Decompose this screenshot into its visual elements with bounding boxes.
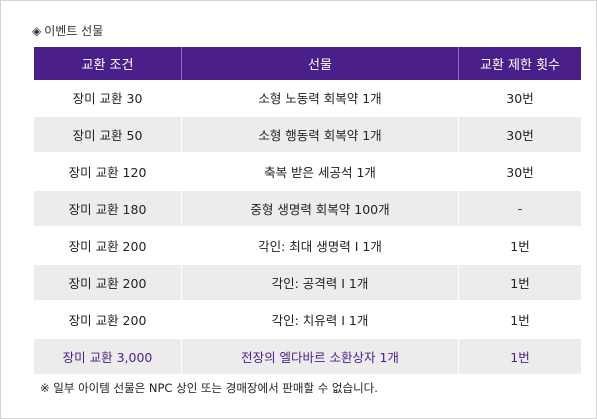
diamond-icon: ◈ xyxy=(32,23,42,38)
cell-condition: 장미 교환 180 xyxy=(34,191,182,228)
cell-limit: 30번 xyxy=(459,80,581,117)
cell-reward: 각인: 최대 생명력 Ⅰ 1개 xyxy=(182,228,459,265)
cell-limit: 1번 xyxy=(459,339,581,376)
cell-reward: 소형 행동력 회복약 1개 xyxy=(182,117,459,154)
cell-reward: 각인: 공격력 Ⅰ 1개 xyxy=(182,265,459,302)
cell-reward: 중형 생명력 회복약 100개 xyxy=(182,191,459,228)
section-title: ◈ 이벤트 선물 xyxy=(32,22,103,39)
table-row: 장미 교환 200 각인: 공격력 Ⅰ 1개 1번 xyxy=(34,265,581,302)
cell-limit: 1번 xyxy=(459,228,581,265)
cell-reward: 각인: 치유력 Ⅰ 1개 xyxy=(182,302,459,339)
table-row: 장미 교환 120 축복 받은 세공석 1개 30번 xyxy=(34,154,581,191)
header-exchange-condition: 교환 조건 xyxy=(34,47,182,80)
cell-reward: 소형 노동력 회복약 1개 xyxy=(182,80,459,117)
header-reward: 선물 xyxy=(182,47,459,80)
table-row: 장미 교환 200 각인: 최대 생명력 Ⅰ 1개 1번 xyxy=(34,228,581,265)
table-row: 장미 교환 50 소형 행동력 회복약 1개 30번 xyxy=(34,117,581,154)
cell-reward: 축복 받은 세공석 1개 xyxy=(182,154,459,191)
table-row: 장미 교환 180 중형 생명력 회복약 100개 - xyxy=(34,191,581,228)
reward-table: 교환 조건 선물 교환 제한 횟수 장미 교환 30 소형 노동력 회복약 1개… xyxy=(34,47,581,376)
cell-condition: 장미 교환 50 xyxy=(34,117,182,154)
cell-condition: 장미 교환 3,000 xyxy=(34,339,182,376)
cell-condition: 장미 교환 200 xyxy=(34,228,182,265)
cell-limit: - xyxy=(459,191,581,228)
cell-condition: 장미 교환 120 xyxy=(34,154,182,191)
header-exchange-limit: 교환 제한 횟수 xyxy=(459,47,581,80)
table-header-row: 교환 조건 선물 교환 제한 횟수 xyxy=(34,47,581,80)
section-title-label: 이벤트 선물 xyxy=(44,24,104,38)
cell-limit: 30번 xyxy=(459,154,581,191)
cell-limit: 30번 xyxy=(459,117,581,154)
footnote: ※ 일부 아이템 선물은 NPC 상인 또는 경매장에서 판매할 수 없습니다. xyxy=(40,381,378,395)
cell-reward: 전장의 엘다바르 소환상자 1개 xyxy=(182,339,459,376)
table-row: 장미 교환 200 각인: 치유력 Ⅰ 1개 1번 xyxy=(34,302,581,339)
cell-limit: 1번 xyxy=(459,265,581,302)
cell-condition: 장미 교환 30 xyxy=(34,80,182,117)
table-row: 장미 교환 30 소형 노동력 회복약 1개 30번 xyxy=(34,80,581,117)
cell-limit: 1번 xyxy=(459,302,581,339)
table-row-highlight: 장미 교환 3,000 전장의 엘다바르 소환상자 1개 1번 xyxy=(34,339,581,376)
cell-condition: 장미 교환 200 xyxy=(34,265,182,302)
cell-condition: 장미 교환 200 xyxy=(34,302,182,339)
